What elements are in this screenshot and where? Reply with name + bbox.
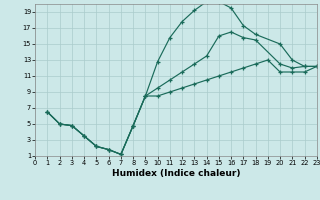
X-axis label: Humidex (Indice chaleur): Humidex (Indice chaleur) (112, 169, 240, 178)
